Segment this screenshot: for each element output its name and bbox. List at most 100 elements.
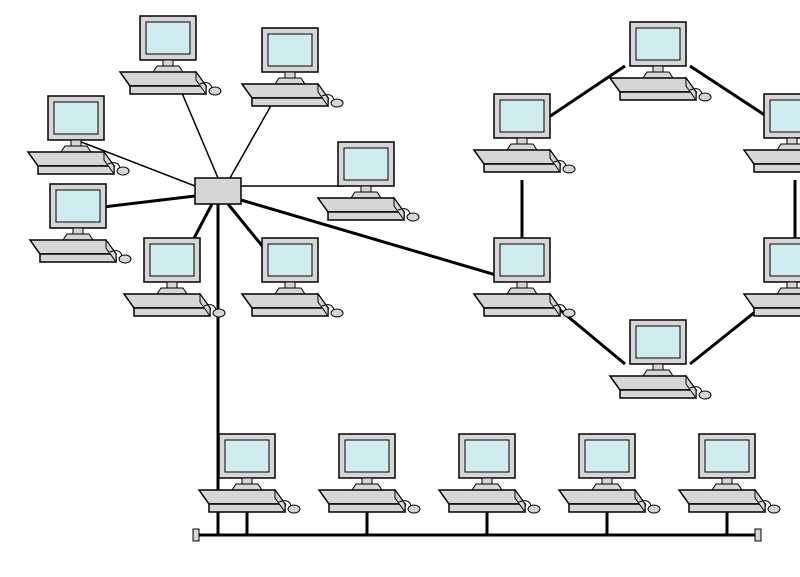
- base-top-icon: [318, 198, 404, 212]
- monitor-stand-icon: [232, 484, 262, 490]
- mouse-icon: [119, 255, 131, 263]
- monitor-neck-icon: [517, 138, 527, 144]
- base-top-icon: [474, 150, 560, 164]
- mouse-icon: [563, 165, 575, 173]
- hub-layer: [195, 178, 241, 204]
- mouse-icon: [408, 505, 420, 513]
- mouse-icon: [331, 309, 343, 317]
- monitor-screen-icon: [705, 440, 749, 472]
- monitor-screen-icon: [636, 326, 680, 358]
- base-top-icon: [319, 490, 405, 504]
- computers-layer: [28, 16, 800, 513]
- base-top-icon: [28, 152, 114, 166]
- monitor-stand-icon: [352, 484, 382, 490]
- base-front-icon: [449, 504, 525, 512]
- computer-ring-lower-right: [744, 238, 800, 317]
- monitor-neck-icon: [242, 478, 252, 484]
- monitor-screen-icon: [345, 440, 389, 472]
- base-front-icon: [328, 212, 404, 220]
- monitor-neck-icon: [653, 66, 663, 72]
- computer-ring-top: [610, 22, 711, 101]
- bus-terminator: [193, 529, 199, 541]
- monitor-neck-icon: [787, 138, 797, 144]
- monitor-screen-icon: [344, 148, 388, 180]
- base-top-icon: [610, 376, 696, 390]
- computer-bus-5: [679, 434, 780, 513]
- base-top-icon: [30, 240, 116, 254]
- monitor-neck-icon: [163, 60, 173, 66]
- base-top-icon: [120, 72, 206, 86]
- base-top-icon: [242, 294, 328, 308]
- mouse-icon: [407, 213, 419, 221]
- network-hub: [195, 178, 241, 204]
- monitor-stand-icon: [472, 484, 502, 490]
- monitor-stand-icon: [157, 288, 187, 294]
- base-front-icon: [569, 504, 645, 512]
- monitor-stand-icon: [61, 146, 91, 152]
- monitor-stand-icon: [592, 484, 622, 490]
- monitor-stand-icon: [712, 484, 742, 490]
- computer-star-bottom-right: [242, 238, 343, 317]
- computer-star-bottom-left: [124, 238, 225, 317]
- monitor-stand-icon: [777, 144, 800, 150]
- base-front-icon: [134, 308, 210, 316]
- monitor-screen-icon: [636, 28, 680, 60]
- computer-star-right: [318, 142, 419, 221]
- monitor-screen-icon: [770, 244, 800, 276]
- monitor-neck-icon: [653, 364, 663, 370]
- computer-star-left-upper: [28, 96, 129, 175]
- monitor-stand-icon: [507, 144, 537, 150]
- monitor-neck-icon: [362, 478, 372, 484]
- monitor-stand-icon: [275, 288, 305, 294]
- monitor-neck-icon: [285, 72, 295, 78]
- monitor-neck-icon: [787, 282, 797, 288]
- base-front-icon: [484, 164, 560, 172]
- monitor-screen-icon: [465, 440, 509, 472]
- base-top-icon: [744, 294, 800, 308]
- base-front-icon: [209, 504, 285, 512]
- monitor-stand-icon: [63, 234, 93, 240]
- monitor-stand-icon: [643, 72, 673, 78]
- base-top-icon: [474, 294, 560, 308]
- computer-star-top-left: [120, 16, 221, 95]
- monitor-stand-icon: [643, 370, 673, 376]
- computer-bus-4: [559, 434, 660, 513]
- monitor-stand-icon: [507, 288, 537, 294]
- base-front-icon: [620, 92, 696, 100]
- mouse-icon: [699, 391, 711, 399]
- base-front-icon: [484, 308, 560, 316]
- base-top-icon: [744, 150, 800, 164]
- mouse-icon: [117, 167, 129, 175]
- monitor-neck-icon: [71, 140, 81, 146]
- base-top-icon: [439, 490, 525, 504]
- monitor-screen-icon: [54, 102, 98, 134]
- monitor-neck-icon: [285, 282, 295, 288]
- monitor-screen-icon: [500, 244, 544, 276]
- monitor-neck-icon: [361, 186, 371, 192]
- mouse-icon: [213, 309, 225, 317]
- monitor-screen-icon: [585, 440, 629, 472]
- monitor-screen-icon: [146, 22, 190, 54]
- monitor-neck-icon: [167, 282, 177, 288]
- base-front-icon: [38, 166, 114, 174]
- base-front-icon: [689, 504, 765, 512]
- base-top-icon: [242, 84, 328, 98]
- computer-bus-2: [319, 434, 420, 513]
- monitor-neck-icon: [482, 478, 492, 484]
- base-top-icon: [124, 294, 210, 308]
- base-front-icon: [620, 390, 696, 398]
- base-front-icon: [130, 86, 206, 94]
- network-topology-diagram: [0, 0, 800, 577]
- monitor-neck-icon: [722, 478, 732, 484]
- mouse-icon: [288, 505, 300, 513]
- base-front-icon: [329, 504, 405, 512]
- monitor-stand-icon: [351, 192, 381, 198]
- bus-terminator: [755, 529, 761, 541]
- computer-bus-3: [439, 434, 540, 513]
- mouse-icon: [331, 99, 343, 107]
- monitor-screen-icon: [268, 34, 312, 66]
- mouse-icon: [699, 93, 711, 101]
- monitor-neck-icon: [73, 228, 83, 234]
- base-top-icon: [199, 490, 285, 504]
- monitor-neck-icon: [517, 282, 527, 288]
